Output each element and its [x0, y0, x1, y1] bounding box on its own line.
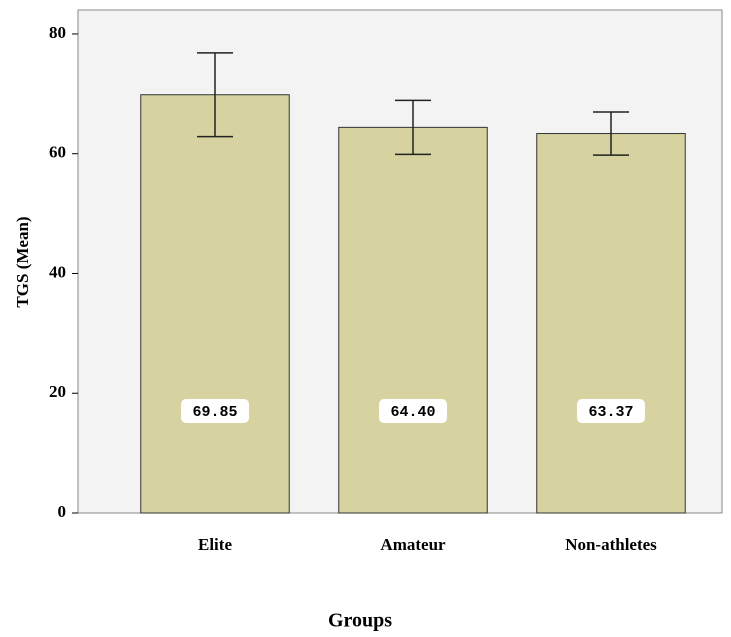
value-label: 63.37 [588, 404, 633, 421]
x-axis-label: Groups [328, 610, 392, 632]
bar [141, 95, 290, 513]
bar [537, 134, 686, 513]
y-tick-label: 60 [49, 143, 66, 162]
chart: Groups TGS (Mean) 0 20 40 60 80 Elite 69.85 Ama… [0, 0, 731, 637]
value-label: 69.85 [192, 404, 237, 421]
x-tick-label: Amateur [380, 535, 446, 554]
y-tick-label: 20 [49, 382, 66, 401]
y-tick-label: 80 [49, 23, 66, 42]
y-tick-label: 40 [49, 262, 66, 281]
x-tick-label: Elite [198, 535, 232, 554]
bar [339, 127, 488, 513]
y-tick-label: 0 [58, 502, 67, 521]
value-label: 64.40 [390, 404, 435, 421]
x-tick-label: Non-athletes [565, 535, 657, 554]
y-axis-label: TGS (Mean) [13, 216, 32, 307]
